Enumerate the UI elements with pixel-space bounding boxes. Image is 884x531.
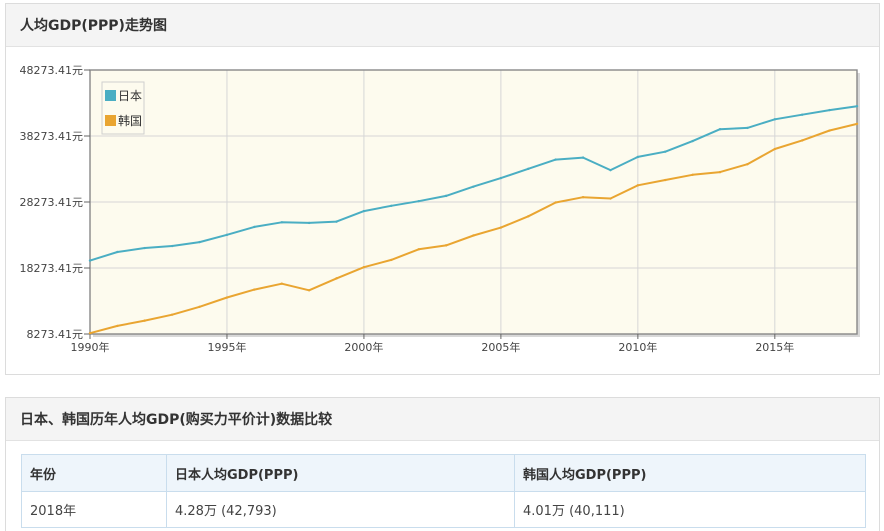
data-point — [718, 128, 722, 131]
data-point — [499, 226, 503, 229]
comparison-table: 年份 日本人均GDP(PPP) 韩国人均GDP(PPP) 2018年 4.28万… — [21, 454, 866, 528]
data-point — [198, 240, 201, 244]
data-point — [253, 225, 256, 229]
data-point — [116, 250, 119, 254]
x-tick-label: 1990年 — [71, 340, 110, 354]
data-point — [609, 168, 612, 172]
data-point — [636, 155, 640, 159]
data-point — [444, 194, 448, 198]
chart-panel-title: 人均GDP(PPP)走势图 — [6, 4, 879, 47]
data-point — [143, 319, 146, 322]
cell-year: 2018年 — [21, 491, 167, 528]
data-point — [116, 324, 119, 328]
header-japan: 日本人均GDP(PPP) — [166, 454, 515, 492]
data-point — [307, 289, 311, 292]
data-point — [253, 288, 256, 291]
y-tick-label: 28273.41元 — [20, 196, 84, 209]
header-year: 年份 — [21, 454, 167, 492]
data-point — [362, 265, 366, 269]
x-tick-label: 2010年 — [618, 340, 657, 354]
legend-label: 日本 — [118, 89, 142, 103]
data-point — [855, 104, 859, 108]
chart-panel: 人均GDP(PPP)走势图 8273.41元 18273.41元 28273.41元… — [5, 3, 880, 375]
data-point — [170, 313, 174, 316]
x-tick-label: 2005年 — [481, 340, 520, 354]
data-point — [581, 196, 585, 199]
table-panel-title: 日本、韩国历年人均GDP(购买力平价计)数据比较 — [6, 398, 879, 441]
data-point — [746, 163, 749, 166]
data-point — [664, 178, 667, 182]
legend-swatch — [105, 115, 116, 126]
data-point — [335, 277, 338, 280]
legend-swatch — [105, 90, 116, 101]
data-point — [828, 129, 831, 132]
data-point — [609, 197, 612, 200]
data-point — [88, 259, 92, 262]
y-tick-label: 18273.41元 — [20, 262, 84, 275]
data-point — [554, 201, 557, 204]
data-point — [855, 122, 859, 126]
data-point — [335, 220, 338, 223]
data-point — [527, 167, 530, 171]
data-point — [143, 246, 146, 250]
data-point — [225, 233, 229, 237]
cell-korea-value: 4.01万 (40,111) — [514, 491, 866, 528]
data-point — [554, 158, 557, 161]
data-point — [472, 185, 475, 188]
header-korea: 韩国人均GDP(PPP) — [514, 454, 866, 492]
data-point — [280, 282, 283, 285]
line-chart: 8273.41元 18273.41元 28273.41元 38273.41元 48273… — [20, 64, 860, 354]
data-point — [170, 244, 174, 248]
cell-japan-value: 4.28万 (42,793) — [166, 491, 515, 528]
data-point — [499, 176, 503, 180]
x-tick-label: 1995年 — [207, 340, 246, 354]
x-tick-label: 2015年 — [755, 340, 794, 354]
table-header-row: 年份 日本人均GDP(PPP) 韩国人均GDP(PPP) — [21, 454, 866, 492]
data-point — [307, 221, 311, 225]
y-tick-label: 8273.41元 — [27, 328, 84, 341]
data-point — [773, 147, 777, 151]
data-point — [390, 258, 393, 262]
data-point — [664, 150, 667, 153]
data-point — [773, 118, 777, 121]
data-point — [581, 156, 585, 159]
data-point — [88, 331, 92, 335]
data-point — [390, 204, 393, 207]
data-point — [417, 199, 420, 203]
data-point — [472, 234, 475, 237]
data-point — [801, 139, 804, 142]
table-panel: 日本、韩国历年人均GDP(购买力平价计)数据比较 年份 日本人均GDP(PPP)… — [5, 397, 880, 531]
data-point — [691, 173, 694, 176]
y-tick-label: 48273.41元 — [20, 64, 84, 77]
data-point — [746, 126, 749, 130]
data-point — [225, 296, 229, 299]
data-point — [444, 244, 448, 247]
data-point — [527, 215, 530, 218]
data-point — [362, 209, 366, 213]
data-point — [828, 108, 831, 112]
data-point — [198, 305, 201, 308]
data-point — [801, 113, 804, 116]
x-tick-label: 2000年 — [344, 340, 383, 354]
data-point — [417, 248, 420, 251]
table-row: 2018年 4.28万 (42,793) 4.01万 (40,111) — [21, 491, 866, 528]
legend-label: 韩国 — [118, 113, 142, 128]
data-point — [718, 170, 722, 174]
data-point — [636, 184, 640, 187]
data-point — [691, 139, 694, 143]
data-point — [280, 221, 283, 224]
y-tick-label: 38273.41元 — [20, 130, 84, 143]
